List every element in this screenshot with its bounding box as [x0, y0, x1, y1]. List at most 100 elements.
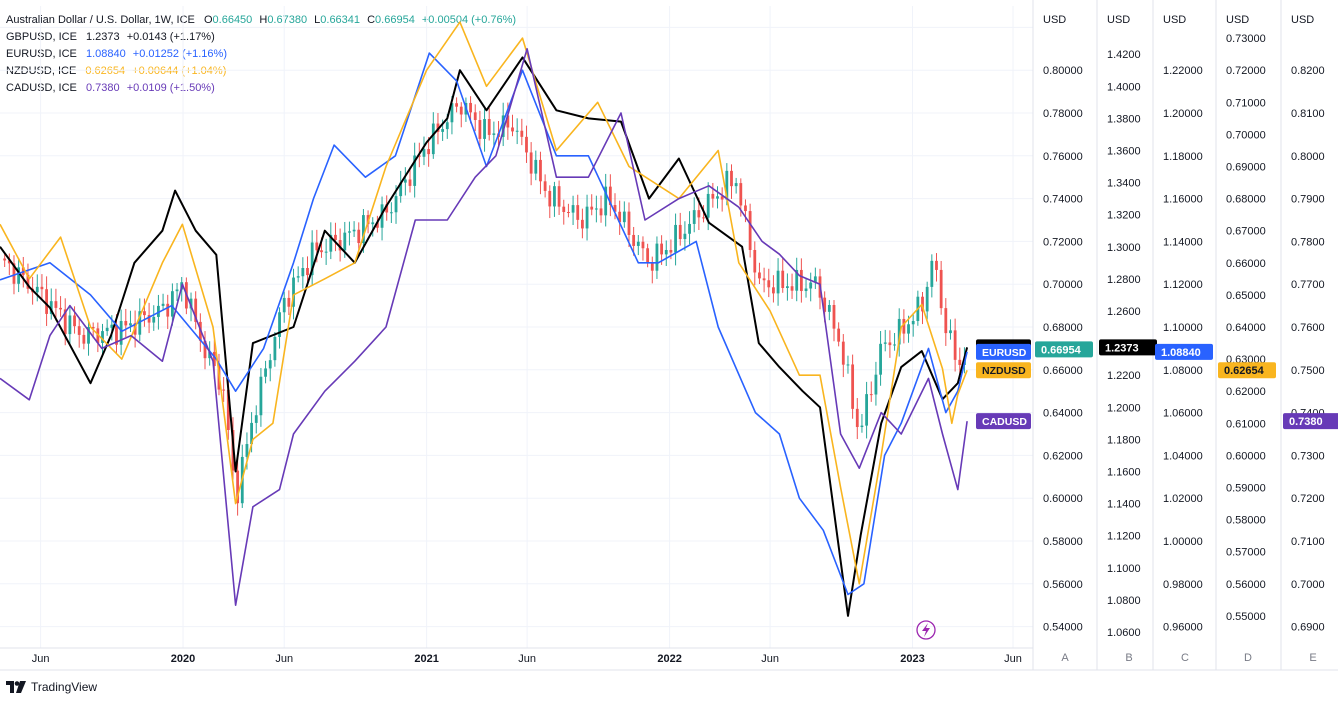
candle-body — [469, 102, 472, 113]
candle-body — [739, 183, 743, 206]
candle-body — [329, 234, 333, 252]
series-name-text: NZDUSD — [982, 365, 1026, 377]
axis-tick-label: 0.61000 — [1226, 418, 1266, 430]
series-line-eurusd — [0, 52, 968, 596]
candle-body — [348, 231, 351, 233]
axis-tick-label: 0.76000 — [1043, 151, 1083, 163]
candle-body — [101, 331, 104, 343]
candle-body — [907, 324, 910, 334]
series-name-tag-eurusd — [976, 343, 1031, 360]
axis-tick-label: 1.06000 — [1163, 408, 1203, 420]
axis-tick-label: 0.70000 — [1043, 279, 1083, 291]
axis-unit-label: USD — [1043, 14, 1066, 26]
candle-body — [655, 243, 659, 271]
candle-body — [483, 119, 486, 139]
candle-body — [161, 303, 165, 306]
axis-tick-label: 0.68000 — [1043, 322, 1083, 334]
legend-row-value: 1.08840 — [85, 48, 126, 60]
series-name-text: EURUSD — [982, 347, 1027, 359]
candle-body — [338, 240, 342, 251]
candle-body — [525, 136, 528, 153]
candle-body — [534, 159, 538, 174]
candle-body — [744, 205, 747, 212]
candle-body — [91, 327, 95, 329]
series-name-text: CADUSD — [982, 416, 1027, 428]
legend-close-value: 0.66954 — [375, 14, 415, 26]
time-tick-label: Jun — [518, 653, 536, 665]
time-tick-label: 2023 — [900, 653, 924, 665]
candle-body — [823, 297, 827, 312]
time-tick-label: Jun — [32, 653, 50, 665]
candle-body — [646, 248, 650, 263]
time-tick-label: 2022 — [657, 653, 681, 665]
axis-tick-label: 0.58000 — [1043, 536, 1083, 548]
candle-body — [413, 155, 417, 186]
axis-tick-label: 1.1600 — [1107, 466, 1141, 478]
legend-row-label: NZDUSD, ICE — [6, 65, 77, 77]
candle-body — [664, 249, 668, 255]
candle-body — [590, 206, 594, 210]
legend-row-eurusd: EURUSD, ICE 1.08840 +0.01252 (+1.16%) — [6, 46, 516, 63]
candle-body — [832, 305, 836, 329]
candle-body — [893, 344, 896, 346]
axis-tick-label: 1.10000 — [1163, 322, 1203, 334]
candle-body — [636, 241, 640, 246]
axis-tick-label: 0.8000 — [1291, 151, 1325, 163]
candle-body — [115, 324, 118, 345]
candle-body — [683, 233, 687, 240]
candle-body — [697, 210, 701, 218]
legend-row-change: +0.0143 (+1.17%) — [126, 31, 215, 43]
candle-body — [711, 193, 715, 199]
axis-id-label: A — [1061, 652, 1069, 664]
candle-body — [12, 263, 16, 284]
candle-body — [879, 343, 882, 375]
candle-body — [557, 186, 561, 207]
candle-body — [785, 286, 789, 289]
time-tick-label: 2020 — [171, 653, 195, 665]
candle-body — [203, 340, 207, 359]
candle-body — [157, 305, 160, 317]
axis-tick-label: 1.1800 — [1107, 434, 1141, 446]
candle-body — [855, 408, 859, 428]
last-value-tag-eurusd — [1155, 343, 1213, 360]
candle-body — [282, 297, 286, 313]
last-value-text: 0.7380 — [1289, 416, 1323, 428]
time-axis: Jun 2020 Jun 2021 Jun 2022 Jun 2023 Jun — [0, 647, 1338, 671]
axis-id-label: E — [1309, 652, 1316, 664]
axis-tick-label: 0.64000 — [1226, 322, 1266, 334]
candle-body — [54, 301, 58, 308]
candle-body — [254, 415, 258, 423]
candle-body — [352, 229, 356, 232]
axis-tick-label: 1.1200 — [1107, 531, 1141, 543]
lightning-icon[interactable] — [916, 620, 936, 640]
candle-body — [501, 115, 505, 137]
chart-grid — [0, 6, 1033, 648]
axis-tick-label: 1.0800 — [1107, 595, 1141, 607]
candle-body — [357, 229, 361, 244]
axis-tick-label: 0.7200 — [1291, 493, 1325, 505]
last-value-text: 1.2373 — [1105, 342, 1139, 354]
candle-body — [273, 336, 277, 361]
candle-body — [450, 103, 454, 123]
legend-main-title: Australian Dollar / U.S. Dollar, 1W, ICE — [6, 14, 195, 26]
candle-body — [650, 262, 654, 271]
candle-body — [813, 276, 817, 283]
axis-tick-label: 1.14000 — [1163, 236, 1203, 248]
candle-body — [860, 425, 864, 428]
candle-body — [245, 444, 249, 457]
axis-tick-label: 0.96000 — [1163, 622, 1203, 634]
candle-body — [110, 324, 114, 328]
candle-body — [3, 258, 7, 261]
candle-body — [77, 326, 81, 335]
candle-body — [594, 208, 598, 210]
last-value-text: 1.08840 — [1161, 347, 1201, 359]
candle-body — [911, 320, 915, 325]
tradingview-brand-text: TradingView — [31, 680, 98, 694]
candle-body — [939, 269, 943, 309]
axis-tick-label: 1.20000 — [1163, 108, 1203, 120]
candle-body — [944, 308, 948, 334]
candle-body — [324, 251, 328, 253]
candle-body — [222, 389, 226, 391]
tradingview-logo[interactable]: TradingView — [6, 680, 97, 694]
